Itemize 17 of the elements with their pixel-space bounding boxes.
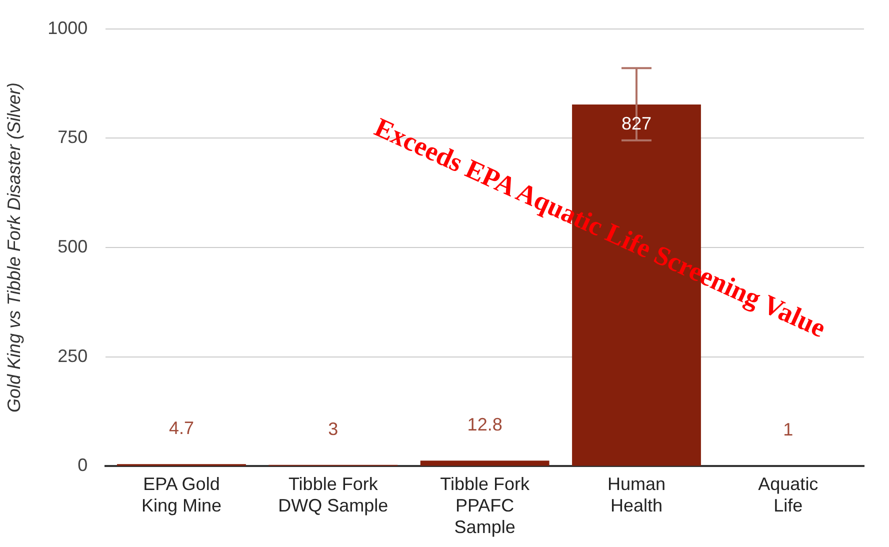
- data-label: 827: [621, 113, 652, 134]
- data-label: 12.8: [467, 414, 502, 435]
- data-label: 4.7: [168, 418, 194, 438]
- x-tick-label: Tibble Fork DWQ Sample: [278, 474, 388, 516]
- y-axis-title: Gold King vs Tibble Fork Disaster (Silver): [4, 82, 24, 412]
- y-tick-label: 250: [58, 346, 88, 366]
- y-tick-label: 500: [58, 236, 88, 256]
- bar: [420, 460, 550, 466]
- data-label: 3: [328, 418, 338, 439]
- x-tick-label: Tibble Fork PPAFC Sample: [440, 474, 530, 538]
- y-tick-label: 750: [58, 127, 88, 148]
- y-tick-label: 0: [78, 455, 88, 476]
- x-tick-label: EPA Gold King Mine: [141, 474, 222, 516]
- x-tick-label: Aquatic Life: [758, 474, 818, 516]
- data-label: 1: [783, 420, 794, 440]
- x-tick-label: Human Health: [607, 474, 666, 516]
- y-tick-label: 1000: [48, 18, 88, 38]
